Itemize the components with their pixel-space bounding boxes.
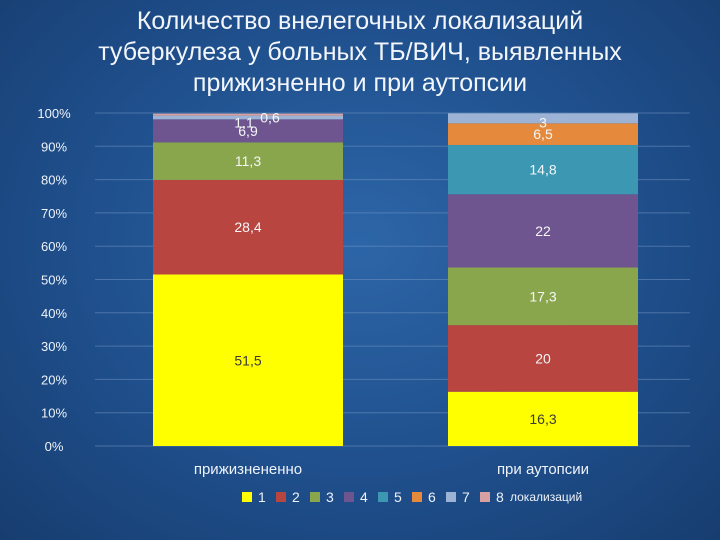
legend-label: 2 <box>292 489 300 505</box>
bar-segment-series-4 <box>448 194 638 268</box>
y-tick-label: 20% <box>41 372 67 387</box>
data-label: 11,3 <box>235 153 261 169</box>
y-tick-label: 80% <box>41 173 67 188</box>
title-line-2: туберкулеза у больных ТБ/ВИЧ, выявленных <box>98 38 622 66</box>
bar-segment-series-7 <box>448 113 638 124</box>
bar-segment-series-7 <box>153 115 343 120</box>
bar-segment-series-1 <box>448 391 638 446</box>
legend-swatch-series-3 <box>310 492 320 502</box>
bar-segment-series-6 <box>448 123 638 145</box>
data-label: 6,9 <box>238 123 258 139</box>
y-tick-label: 0% <box>45 439 64 454</box>
y-tick-label: 60% <box>41 239 67 254</box>
data-label: 20 <box>535 350 551 366</box>
bar-segment-series-3 <box>448 267 638 326</box>
y-tick-label: 10% <box>41 406 67 421</box>
bar-segment-series-2 <box>448 325 638 392</box>
legend-label: 1 <box>258 489 266 505</box>
y-tick-label: 100% <box>37 106 71 121</box>
x-category-label: при аутопсии <box>497 461 589 478</box>
data-label: 3 <box>539 114 547 130</box>
x-category-label: прижизнененно <box>194 461 302 478</box>
bar-segment-series-1 <box>153 274 343 446</box>
legend-swatch-series-5 <box>378 492 388 502</box>
legend-label: 8 <box>496 489 504 505</box>
legend-swatch-series-8 <box>480 492 490 502</box>
data-label: 28,4 <box>234 219 261 235</box>
y-tick-label: 50% <box>41 273 67 288</box>
y-tick-label: 40% <box>41 306 67 321</box>
bar-segment-series-3 <box>153 142 343 180</box>
chart-title: Количество внелегочных локализаций тубер… <box>0 6 720 99</box>
legend-swatch-series-2 <box>276 492 286 502</box>
legend-swatch-series-4 <box>344 492 354 502</box>
y-tick-label: 90% <box>41 139 67 154</box>
legend-swatch-series-7 <box>446 492 456 502</box>
bar-segment-series-4 <box>153 119 343 143</box>
data-label: 16,3 <box>529 411 556 427</box>
data-label: 51,5 <box>234 352 261 368</box>
y-tick-label: 30% <box>41 339 67 354</box>
bar-segment-series-5 <box>448 144 638 195</box>
data-label: 22 <box>535 223 551 239</box>
legend-swatch-series-1 <box>242 492 252 502</box>
data-label: 0,6 <box>260 110 280 126</box>
legend-label: 7 <box>462 489 470 505</box>
legend-label: 5 <box>394 489 402 505</box>
bar-segment-series-2 <box>153 179 343 275</box>
title-line-3: прижизненно и при аутопсии <box>192 69 528 97</box>
title-line-1: Количество внелегочных локализаций <box>136 7 584 35</box>
y-tick-label: 70% <box>41 206 67 221</box>
data-label: 14,8 <box>529 162 556 178</box>
data-label: 1,1 <box>234 114 254 130</box>
legend-label: 4 <box>360 489 368 505</box>
bar-segment-series-8 <box>153 113 343 116</box>
legend-label: 3 <box>326 489 334 505</box>
data-label: 17,3 <box>529 288 556 304</box>
data-label: 6,5 <box>533 126 553 142</box>
legend-swatch-series-6 <box>412 492 422 502</box>
legend-suffix: локализаций <box>510 490 582 504</box>
legend-label: 6 <box>428 489 436 505</box>
